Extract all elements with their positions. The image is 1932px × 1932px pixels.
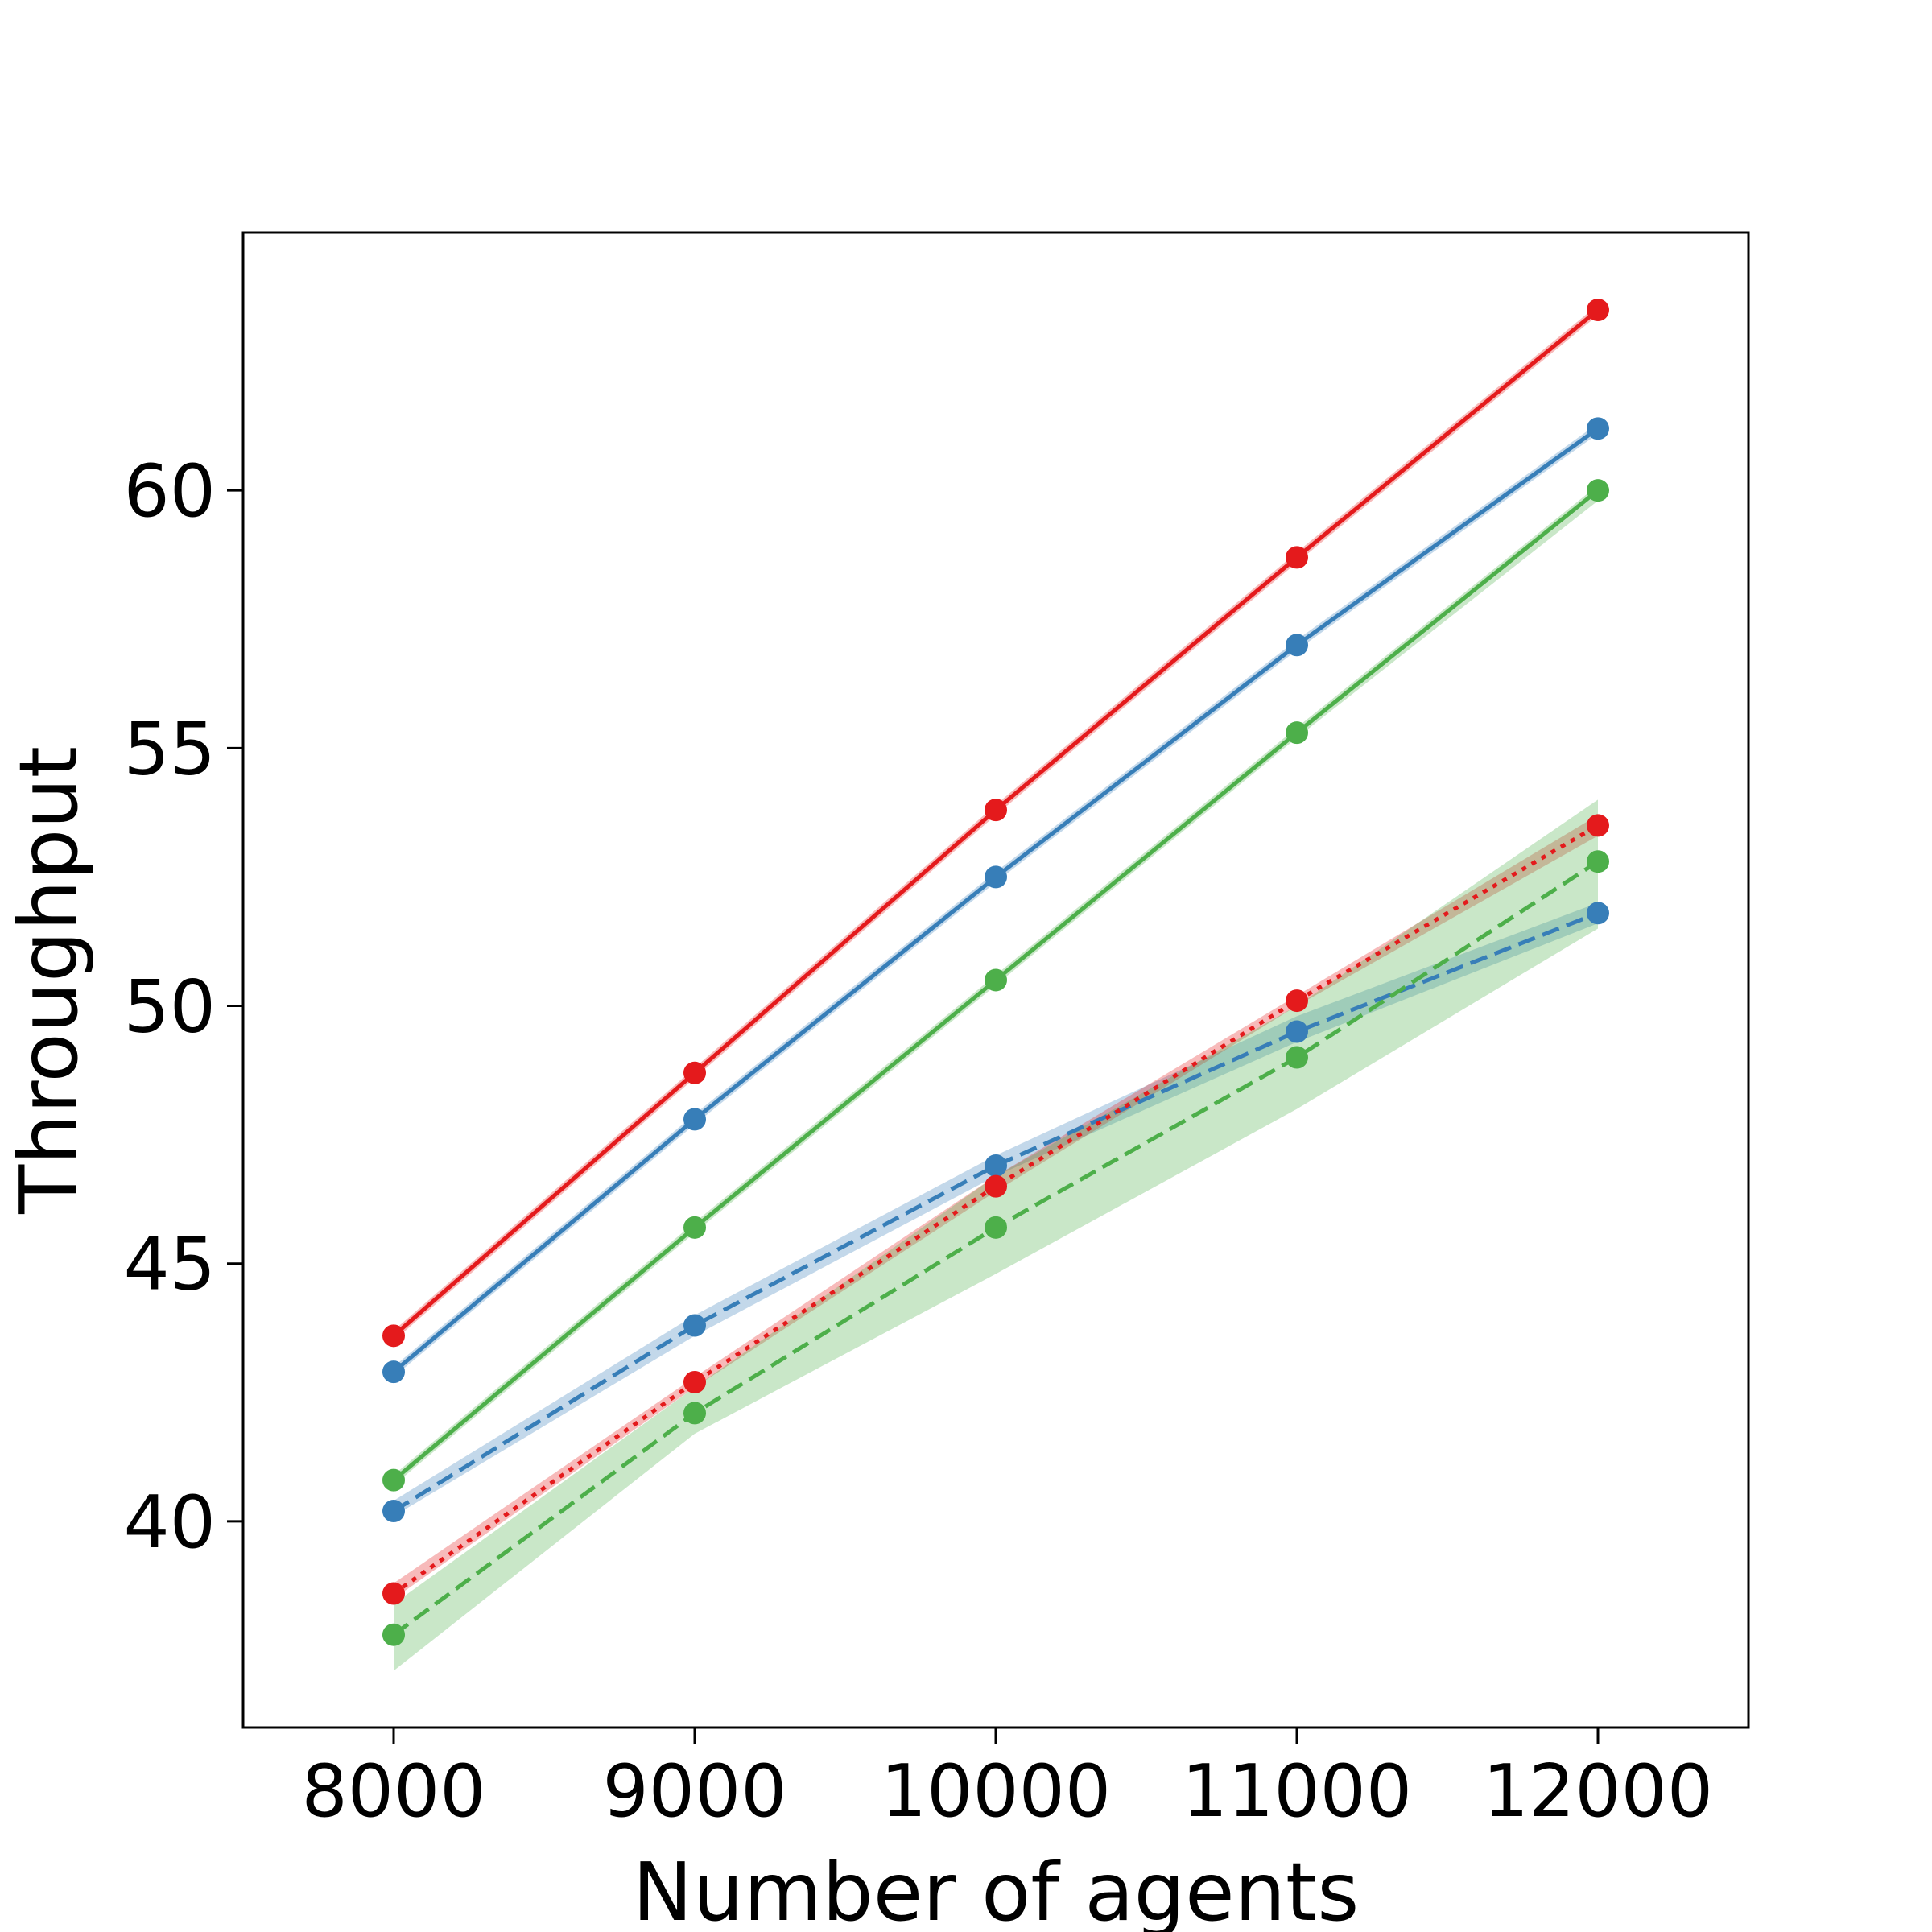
series-0-point (1587, 299, 1609, 322)
y-tick-label: 45 (123, 1223, 216, 1307)
series-2-point (985, 968, 1007, 992)
series-1-point (382, 1360, 405, 1384)
series-3-point (1286, 1020, 1308, 1043)
series-3-point (1587, 902, 1609, 925)
x-tick-label: 12000 (1483, 1749, 1713, 1834)
x-tick-label: 9000 (602, 1749, 786, 1834)
series-0-point (1286, 546, 1308, 569)
series-4-band (394, 815, 1598, 1599)
y-tick-label: 55 (123, 707, 216, 791)
series-0-point (382, 1324, 405, 1348)
series-4-point (382, 1582, 405, 1605)
y-axis-ticks: 40 45 50 55 60 (123, 449, 243, 1565)
series-5-point (985, 1216, 1007, 1239)
series-3-point (985, 1154, 1007, 1178)
series-4-point (985, 1174, 1007, 1198)
series-2-point (382, 1468, 405, 1492)
series-5-point (382, 1623, 405, 1646)
series-5-point (1587, 850, 1609, 873)
y-axis-label: Throughput (2, 746, 96, 1215)
series-0-point (985, 799, 1007, 822)
series-1-point (985, 865, 1007, 889)
x-tick-label: 10000 (881, 1749, 1111, 1834)
y-tick-label: 40 (123, 1480, 216, 1565)
series-5-point (683, 1402, 706, 1425)
series-4-point (1286, 989, 1308, 1013)
series-2-point (1587, 479, 1609, 502)
series-4-line (392, 824, 1600, 1596)
series-2-point (683, 1216, 706, 1239)
series-3-line (392, 910, 1599, 1513)
series-3-point (683, 1314, 706, 1337)
y-tick-label: 60 (123, 449, 216, 534)
y-tick-label: 50 (123, 965, 216, 1050)
series-1-point (683, 1108, 706, 1131)
series-3-point (382, 1500, 405, 1523)
series-3-band (394, 902, 1598, 1517)
series-markers (382, 299, 1609, 1646)
x-axis-ticks: 8000 9000 10000 11000 12000 (301, 1728, 1713, 1834)
series-2-point (1286, 721, 1308, 745)
series-0-point (683, 1061, 706, 1084)
series-4-point (1587, 814, 1609, 837)
x-tick-label: 8000 (301, 1749, 485, 1834)
x-tick-label: 11000 (1182, 1749, 1412, 1834)
series-4-point (683, 1370, 706, 1393)
series-1-point (1286, 634, 1308, 657)
series-1-band (394, 423, 1598, 1377)
x-axis-label: Number of agents (633, 1845, 1360, 1932)
series-5-point (1286, 1046, 1308, 1069)
series-1-point (1587, 417, 1609, 440)
